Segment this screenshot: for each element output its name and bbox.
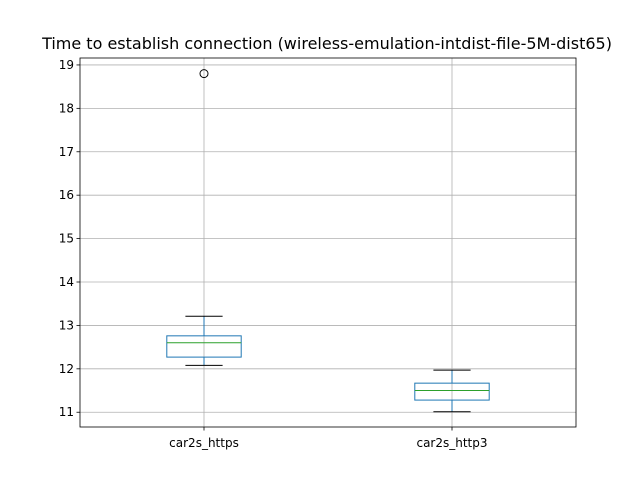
- outlier-point: [199, 69, 209, 79]
- boxes: [166, 69, 490, 413]
- x-tick-label: car2s_https: [169, 436, 239, 450]
- plot-frame: [79, 57, 577, 428]
- y-tick-label: 17: [59, 145, 74, 159]
- y-tick-label: 18: [59, 101, 74, 115]
- axes: 11 12 13 14 15 16 17 18 19 car2s_https car2s_http3: [59, 58, 488, 450]
- y-tick-label: 16: [59, 188, 74, 202]
- y-tick-label: 13: [59, 318, 74, 332]
- iqr-box: [414, 382, 490, 401]
- box-car2s_https: [166, 69, 242, 366]
- y-tick-label: 14: [59, 275, 74, 289]
- y-tick-label: 19: [59, 58, 74, 72]
- y-tick-label: 12: [59, 362, 74, 376]
- chart-title: Time to establish connection (wireless-e…: [41, 34, 612, 53]
- y-tick-label: 11: [59, 405, 74, 419]
- grid-lines: [80, 58, 576, 427]
- box-car2s_http3: [414, 369, 490, 413]
- iqr-box: [166, 335, 242, 358]
- y-tick-label: 15: [59, 232, 74, 246]
- x-tick-label: car2s_http3: [416, 436, 487, 450]
